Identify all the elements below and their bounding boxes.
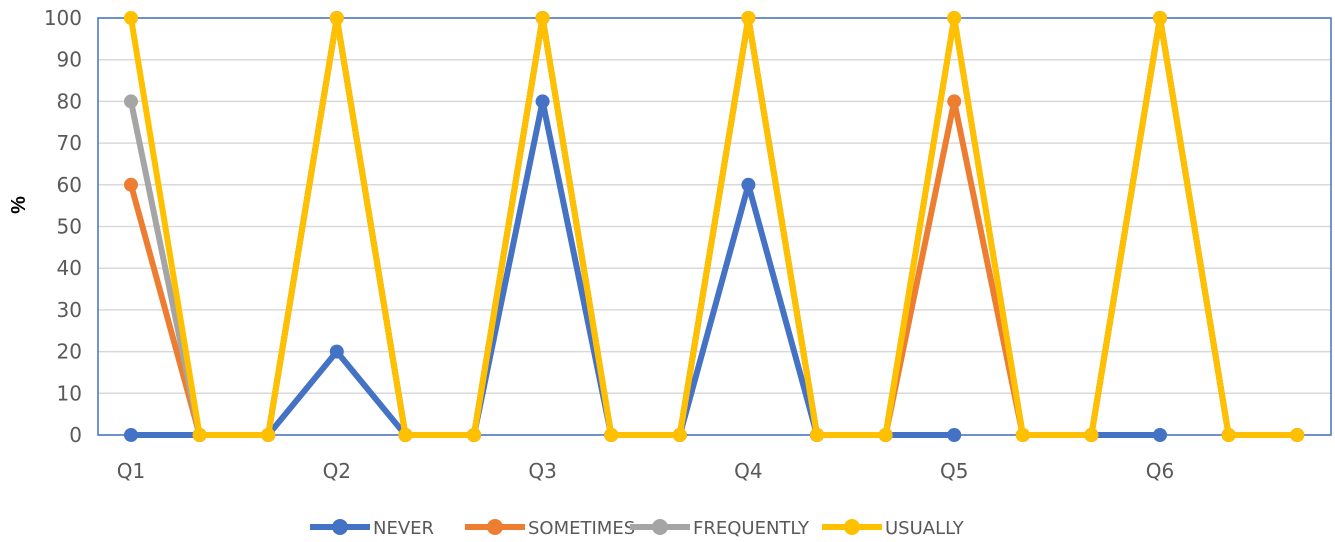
y-tick-label: 20 <box>57 340 82 364</box>
y-tick-label: 30 <box>57 298 82 322</box>
data-point <box>741 177 756 192</box>
legend: NEVER SOMETIMES FREQUENTLY USUALLY <box>310 518 965 539</box>
data-point <box>672 428 687 442</box>
legend-label: NEVER <box>373 518 434 539</box>
data-point <box>535 94 550 109</box>
legend-label: USUALLY <box>885 518 965 539</box>
data-point <box>261 428 276 442</box>
data-point <box>947 428 962 442</box>
y-tick-label: 70 <box>57 131 82 155</box>
y-tick-label: 90 <box>57 48 82 72</box>
data-point <box>1153 11 1167 25</box>
data-point <box>124 94 138 109</box>
data-point <box>1015 428 1030 442</box>
x-tick-label: Q3 <box>528 459 556 483</box>
data-point <box>1153 428 1167 442</box>
legend-item: USUALLY <box>822 518 965 539</box>
data-point <box>1290 428 1305 442</box>
y-tick-label: 60 <box>57 173 82 197</box>
legend-swatch-marker <box>487 519 503 535</box>
x-tick-label: Q5 <box>940 459 968 483</box>
data-point <box>741 11 756 25</box>
data-point <box>535 11 550 25</box>
legend-item: SOMETIMES <box>465 518 635 539</box>
data-point <box>124 11 138 25</box>
plot-area-border <box>97 17 1332 436</box>
data-point <box>329 11 344 25</box>
data-point <box>398 428 413 442</box>
y-axis-title: % <box>8 196 30 214</box>
legend-item: FREQUENTLY <box>630 518 810 539</box>
legend-item: NEVER <box>310 518 434 539</box>
data-point <box>329 344 344 359</box>
legend-swatch-marker <box>844 519 860 535</box>
y-tick-label: 40 <box>57 256 82 280</box>
data-point <box>810 428 824 442</box>
y-axis-tick-labels: 0 10 20 30 40 50 60 70 80 90 100 <box>44 6 82 447</box>
series-line <box>128 15 1301 438</box>
legend-swatch-marker <box>652 519 668 535</box>
series-usually <box>124 11 1305 442</box>
data-point <box>124 428 138 442</box>
legend-swatch-marker <box>332 519 348 535</box>
x-tick-label: Q4 <box>734 459 762 483</box>
data-point <box>1084 428 1099 442</box>
y-tick-label: 100 <box>44 6 82 30</box>
x-tick-label: Q6 <box>1146 459 1174 483</box>
y-tick-label: 50 <box>57 215 82 239</box>
y-tick-label: 10 <box>57 381 82 405</box>
data-point <box>1221 428 1236 442</box>
data-point <box>947 11 962 25</box>
data-point <box>878 428 893 442</box>
series-lines <box>124 11 1305 442</box>
legend-label: FREQUENTLY <box>693 518 810 539</box>
y-tick-label: 0 <box>69 423 82 447</box>
data-point <box>947 94 962 109</box>
data-point <box>192 428 207 442</box>
data-point <box>467 428 481 442</box>
data-point <box>604 428 619 442</box>
x-tick-label: Q2 <box>323 459 351 483</box>
x-axis-tick-labels: Q1 Q2 Q3 Q4 Q5 Q6 <box>117 459 1174 483</box>
legend-label: SOMETIMES <box>528 518 635 539</box>
x-tick-label: Q1 <box>117 459 145 483</box>
y-tick-label: 80 <box>57 89 82 113</box>
data-point <box>124 177 138 192</box>
